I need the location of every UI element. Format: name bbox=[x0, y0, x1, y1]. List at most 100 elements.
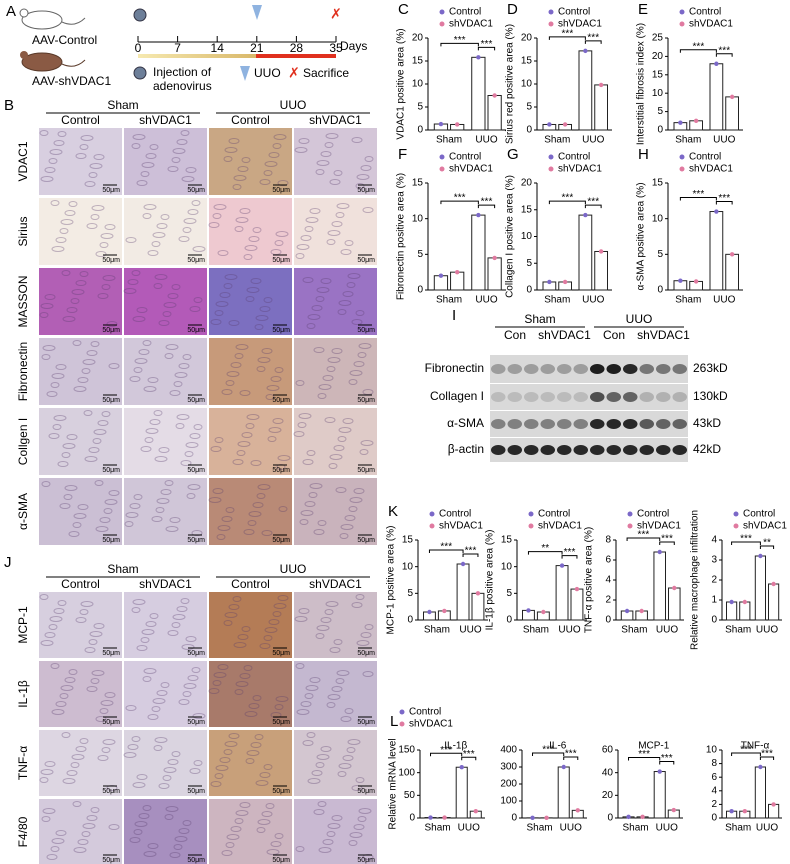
tissue-texture bbox=[182, 354, 192, 360]
tissue-texture bbox=[92, 438, 102, 444]
tissue-texture bbox=[48, 433, 60, 439]
legend-label: shVDAC1 bbox=[538, 521, 582, 532]
tissue-texture bbox=[235, 810, 249, 816]
y-tick-label: 0 bbox=[607, 813, 613, 824]
tissue-texture bbox=[50, 382, 60, 388]
tissue-texture bbox=[263, 764, 273, 770]
tissue-texture bbox=[131, 143, 141, 149]
group-header: Sham bbox=[524, 312, 555, 326]
tissue-texture bbox=[185, 636, 197, 642]
x-tick-label: UUO bbox=[756, 625, 778, 636]
tissue-texture bbox=[338, 763, 352, 769]
y-tick-label: 300 bbox=[500, 762, 517, 773]
tissue-texture bbox=[160, 214, 170, 220]
tissue-texture bbox=[333, 170, 343, 176]
blot-band bbox=[524, 419, 539, 429]
tissue-texture bbox=[125, 705, 137, 711]
tissue-texture bbox=[295, 380, 305, 386]
tissue-texture bbox=[68, 669, 78, 675]
tissue-texture bbox=[123, 288, 137, 294]
tissue-texture bbox=[364, 156, 374, 162]
y-tick-label: 10 bbox=[521, 231, 533, 242]
sig-bracket bbox=[548, 36, 586, 40]
tissue-texture bbox=[360, 440, 374, 446]
tissue-texture bbox=[316, 754, 330, 760]
bar-dot bbox=[544, 815, 549, 821]
y-tick-label: 10 bbox=[521, 79, 533, 90]
y-tick-label: 5 bbox=[407, 588, 413, 599]
tissue-texture bbox=[347, 739, 361, 745]
scale-label: 50μm bbox=[272, 257, 290, 264]
bar-dot bbox=[671, 807, 676, 813]
scale-label: 50μm bbox=[357, 397, 375, 404]
tissue-texture bbox=[309, 208, 321, 214]
tissue-texture bbox=[163, 767, 177, 773]
x-tick-label: Sham bbox=[675, 135, 701, 146]
sig-label: *** bbox=[587, 33, 599, 44]
tissue-texture bbox=[144, 437, 154, 443]
tissue-texture bbox=[226, 834, 240, 840]
tissue-texture bbox=[324, 417, 336, 423]
scale-label: 50μm bbox=[187, 327, 205, 334]
tissue-texture bbox=[152, 232, 166, 238]
tissue-texture bbox=[90, 341, 100, 347]
tissue-texture bbox=[357, 816, 367, 822]
sig-label: *** bbox=[481, 197, 493, 208]
tissue-texture bbox=[133, 829, 143, 835]
tissue-texture bbox=[297, 422, 307, 428]
micrograph bbox=[124, 198, 207, 265]
y-axis-label: Fibronectin positive area (%) bbox=[396, 173, 407, 300]
blot-band bbox=[491, 392, 506, 402]
row-label: MASSON bbox=[16, 275, 30, 327]
tissue-texture bbox=[88, 172, 98, 178]
tissue-texture bbox=[294, 147, 308, 153]
blot-band bbox=[672, 392, 687, 402]
sig-label: *** bbox=[761, 749, 773, 760]
tissue-texture bbox=[270, 376, 282, 382]
sig-label: *** bbox=[562, 193, 574, 204]
micrograph bbox=[39, 799, 122, 864]
tissue-texture bbox=[234, 353, 244, 359]
tissue-texture bbox=[182, 691, 192, 697]
tissue-texture bbox=[210, 781, 222, 787]
tissue-texture bbox=[305, 217, 319, 223]
legend-label: Control bbox=[449, 152, 481, 163]
tissue-texture bbox=[62, 316, 76, 322]
blot-band bbox=[590, 364, 605, 374]
axis-unit: Days bbox=[340, 39, 367, 53]
tissue-texture bbox=[208, 222, 220, 228]
tissue-texture bbox=[272, 418, 284, 424]
tissue-texture bbox=[362, 671, 374, 677]
micrograph bbox=[39, 128, 122, 195]
tissue-texture bbox=[355, 777, 365, 783]
tissue-texture bbox=[265, 803, 275, 809]
y-tick-label: 20 bbox=[602, 790, 614, 801]
tissue-texture bbox=[235, 344, 249, 350]
blot-band bbox=[507, 392, 522, 402]
tissue-texture bbox=[344, 515, 356, 521]
blot-strip bbox=[490, 355, 688, 383]
tissue-texture bbox=[175, 423, 185, 429]
tissue-texture bbox=[90, 807, 100, 813]
legend-swatch bbox=[399, 721, 405, 727]
legend-swatch bbox=[679, 21, 685, 27]
bar-dot bbox=[771, 581, 776, 587]
tissue-texture bbox=[167, 166, 179, 172]
tissue-texture bbox=[174, 372, 188, 378]
tissue-texture bbox=[327, 230, 341, 236]
panel-label: I bbox=[452, 307, 456, 324]
tissue-texture bbox=[51, 838, 65, 844]
bar-dot bbox=[729, 599, 734, 605]
tissue-texture bbox=[208, 688, 220, 694]
tissue-texture bbox=[228, 320, 240, 326]
tissue-texture bbox=[72, 340, 82, 346]
tissue-texture bbox=[245, 296, 255, 302]
sig-bracket bbox=[715, 201, 733, 205]
tissue-texture bbox=[320, 278, 332, 284]
bar-dot bbox=[454, 122, 460, 127]
tissue-texture bbox=[84, 456, 98, 462]
micrograph bbox=[124, 338, 207, 405]
tissue-texture bbox=[39, 312, 49, 318]
tissue-texture bbox=[320, 746, 332, 752]
bar-dot bbox=[742, 599, 747, 605]
